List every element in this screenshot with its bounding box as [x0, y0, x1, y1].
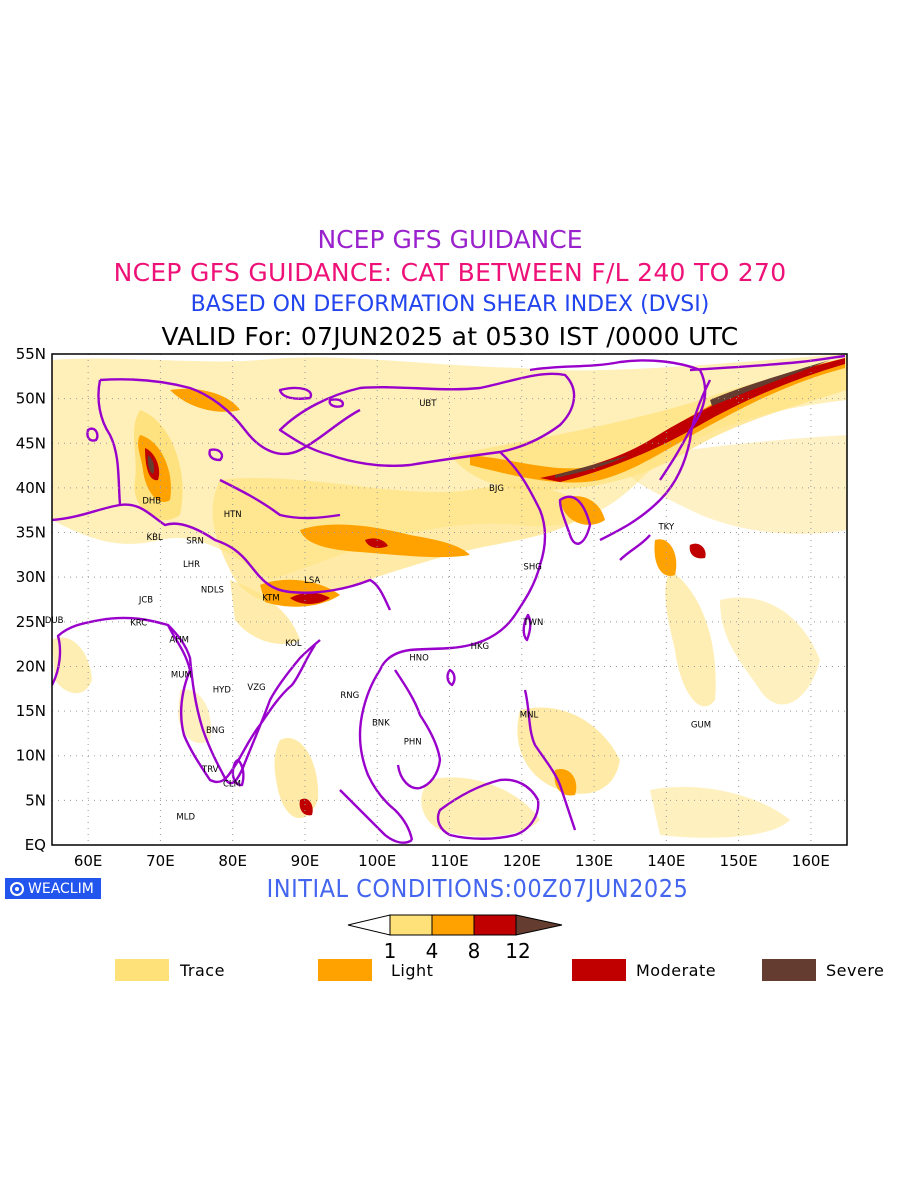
legend-label-trace: Trace [180, 961, 225, 980]
lat-label: 15N [16, 702, 46, 720]
lat-label: EQ [25, 836, 46, 854]
lat-label: 25N [16, 613, 46, 631]
station-label: HYD [213, 686, 232, 696]
lat-label: 40N [16, 479, 46, 497]
colorbar-moderate [473, 914, 517, 936]
station-label: CLM [223, 779, 241, 789]
station-label: GUM [691, 720, 711, 730]
station-label: PHN [404, 737, 422, 747]
lat-label: 50N [16, 390, 46, 408]
lat-label: 30N [16, 568, 46, 586]
station-label: NDLS [201, 586, 224, 596]
moderate-areas [145, 358, 845, 816]
weaclim-logo-icon [10, 881, 24, 896]
lon-label: 150E [720, 852, 758, 870]
map-grid [52, 354, 847, 845]
lon-label: 60E [74, 852, 103, 870]
station-label: JCB [138, 596, 153, 606]
lat-label: 5N [25, 791, 46, 809]
trace-areas [52, 354, 847, 838]
station-label: KRC [130, 619, 147, 629]
colorbar-tick-4: 4 [425, 939, 439, 963]
map-frame [51, 353, 848, 846]
station-label: TRV [201, 765, 219, 775]
colorbar-severe-arrow [515, 914, 563, 936]
station-label: UBT [419, 399, 437, 409]
station-label: LSA [304, 576, 320, 586]
valid-time-title: VALID For: 07JUN2025 at 0530 IST /0000 U… [161, 322, 739, 351]
station-label: HTN [224, 510, 242, 520]
title-line-1: NCEP GFS GUIDANCE [317, 225, 583, 254]
initial-conditions-label: INITIAL CONDITIONS:00Z07JUN2025 [266, 874, 689, 903]
station-label: BJG [489, 484, 504, 494]
lon-label: 80E [218, 852, 247, 870]
lon-label: 130E [575, 852, 613, 870]
colorbar-light [431, 914, 475, 936]
colorbar-tick-12: 12 [505, 939, 531, 963]
station-label: TWN [522, 618, 543, 628]
title-line-3: BASED ON DEFORMATION SHEAR INDEX (DVSI) [190, 292, 710, 317]
title-line-2: NCEP GFS GUIDANCE: CAT BETWEEN F/L 240 T… [113, 258, 787, 287]
station-label: LHR [183, 560, 200, 570]
station-label: KTM [262, 594, 279, 604]
legend-swatch-light [318, 959, 372, 981]
colorbar [347, 914, 563, 936]
legend-swatch-trace [115, 959, 169, 981]
lon-label: 100E [358, 852, 396, 870]
lat-label: 35N [16, 524, 46, 542]
lat-label: 55N [16, 345, 46, 363]
colorbar-tick-8: 8 [467, 939, 481, 963]
lon-label: 120E [503, 852, 541, 870]
severe-areas [147, 360, 830, 478]
lon-label: 70E [146, 852, 175, 870]
country-borders [52, 354, 846, 844]
station-label: TKY [657, 522, 674, 532]
station-label: VZG [247, 683, 265, 693]
station-label: MUM [171, 670, 192, 680]
lat-label: 20N [16, 657, 46, 675]
legend-swatch-moderate [572, 959, 626, 981]
station-label: HNO [409, 654, 429, 664]
station-label: MLD [176, 812, 195, 822]
station-label: DUB [45, 616, 64, 626]
lon-label: 160E [792, 852, 830, 870]
legend-label-light: Light [391, 961, 434, 980]
colorbar-low-arrow [347, 914, 391, 936]
cat-map: 55N 50N 45N 40N 35N 30N 25N 20N 15N 10N 5N EQ 60E 70… [16, 345, 848, 870]
legend-label-severe: Severe [826, 961, 885, 980]
latitude-labels: 55N 50N 45N 40N 35N 30N 25N 20N 15N 10N 5N EQ [16, 345, 46, 854]
longitude-labels: 60E 70E 80E 90E 100E 110E 120E 130E 140E 150E 160E [74, 852, 830, 870]
station-label: RNG [340, 691, 359, 701]
legend-label-moderate: Moderate [636, 961, 717, 980]
colorbar-tick-1: 1 [383, 939, 397, 963]
station-label: BNK [372, 719, 390, 729]
station-labels: UBT BJG TKY SHG TWN HKG HNO RNG BNK PHN MNL GUM LSA K… [45, 399, 711, 822]
colorbar-trace [389, 914, 433, 936]
station-label: MNL [520, 711, 539, 721]
badge-text: WEACLIM [28, 880, 94, 897]
lon-label: 110E [430, 852, 468, 870]
station-label: BNG [206, 726, 225, 736]
station-label: SHG [523, 562, 541, 572]
lat-label: 45N [16, 434, 46, 452]
station-label: KBL [147, 533, 163, 543]
lat-label: 10N [16, 747, 46, 765]
station-label: DHB [142, 496, 161, 506]
station-label: HKG [471, 642, 490, 652]
station-label: KOL [285, 639, 302, 649]
legend-swatch-severe [762, 959, 816, 981]
station-label: SRN [186, 537, 204, 547]
station-label: AHM [169, 636, 189, 646]
lon-label: 90E [291, 852, 320, 870]
turbulence-field [52, 354, 847, 838]
lon-label: 140E [647, 852, 685, 870]
weaclim-badge: WEACLIM [5, 878, 101, 899]
